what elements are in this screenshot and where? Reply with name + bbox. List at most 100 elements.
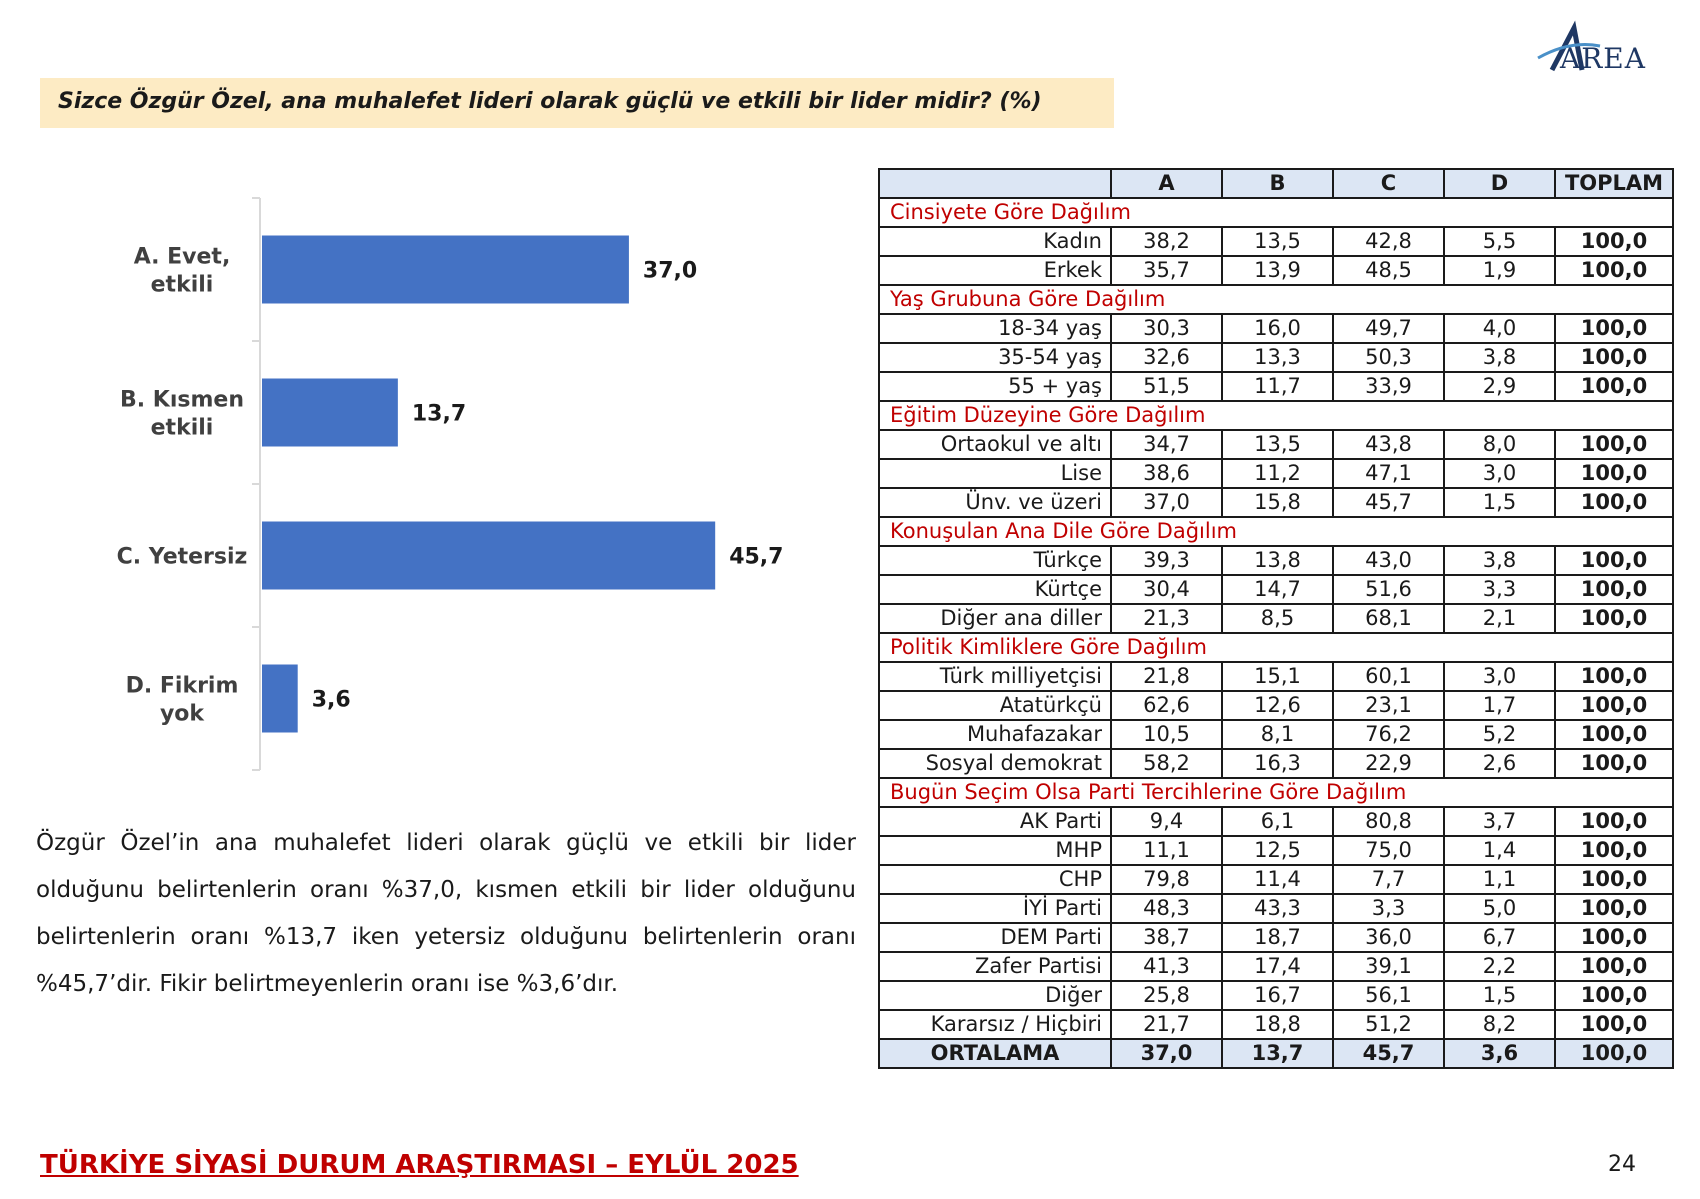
table-cell: 41,3 bbox=[1110, 951, 1223, 982]
row-label: Kadın bbox=[878, 226, 1112, 257]
bar bbox=[262, 664, 298, 733]
table-cell: 48,3 bbox=[1110, 893, 1223, 924]
table-cell: 3,3 bbox=[1443, 574, 1556, 605]
table-cell: 45,7 bbox=[1332, 487, 1445, 518]
table-row: Diğer 25,8 16,7 56,1 1,5 100,0 bbox=[878, 980, 1674, 1011]
table-cell: 11,7 bbox=[1221, 371, 1334, 402]
row-label: Türkçe bbox=[878, 545, 1112, 576]
table-cell: 3,3 bbox=[1332, 893, 1445, 924]
table-cell: 1,1 bbox=[1443, 864, 1556, 895]
table-cell: 18,8 bbox=[1221, 1009, 1334, 1040]
table-cell: 43,3 bbox=[1221, 893, 1334, 924]
table-row: Türk milliyetçisi 21,8 15,1 60,1 3,0 100,0 bbox=[878, 661, 1674, 692]
category-label: yok bbox=[160, 702, 205, 727]
table-cell: 9,4 bbox=[1110, 806, 1223, 837]
row-label: DEM Parti bbox=[878, 922, 1112, 953]
table-cell: 100,0 bbox=[1554, 603, 1674, 634]
table-row: CHP 79,8 11,4 7,7 1,1 100,0 bbox=[878, 864, 1674, 895]
table-cell: 100,0 bbox=[1554, 980, 1674, 1011]
table-cell: 34,7 bbox=[1110, 429, 1223, 460]
table-cell: 1,5 bbox=[1443, 980, 1556, 1011]
table-cell: 6,7 bbox=[1443, 922, 1556, 953]
bar-value-label: 3,6 bbox=[312, 688, 351, 713]
table-cell: 16,7 bbox=[1221, 980, 1334, 1011]
table-cell: 39,3 bbox=[1110, 545, 1223, 576]
table-row: 55 + yaş 51,5 11,7 33,9 2,9 100,0 bbox=[878, 371, 1674, 402]
table-cell: 5,5 bbox=[1443, 226, 1556, 257]
table-cell: 1,7 bbox=[1443, 690, 1556, 721]
table-cell: 23,1 bbox=[1332, 690, 1445, 721]
footer-title: TÜRKİYE SİYASİ DURUM ARAŞTIRMASI – EYLÜL… bbox=[40, 1150, 799, 1180]
table-cell: 58,2 bbox=[1110, 748, 1223, 779]
row-label: Muhafazakar bbox=[878, 719, 1112, 750]
bar bbox=[262, 521, 716, 590]
area-logo bbox=[1537, 20, 1601, 72]
table-cell: 80,8 bbox=[1332, 806, 1445, 837]
table-row: Ortaokul ve altı 34,7 13,5 43,8 8,0 100,0 bbox=[878, 429, 1674, 460]
table-cell: 3,7 bbox=[1443, 806, 1556, 837]
question-text: Sizce Özgür Özel, ana muhalefet lideri o… bbox=[58, 89, 1042, 114]
bar-value-label: 37,0 bbox=[643, 259, 697, 284]
table-cell: 16,3 bbox=[1221, 748, 1334, 779]
table-cell: 38,6 bbox=[1110, 458, 1223, 489]
table-cell: 8,5 bbox=[1221, 603, 1334, 634]
section-title: Cinsiyete Göre Dağılım bbox=[878, 197, 1674, 228]
category-label: B. Kısmen bbox=[120, 388, 244, 413]
bar-value-label: 45,7 bbox=[729, 545, 783, 570]
row-label: Diğer ana diller bbox=[878, 603, 1112, 634]
table-cell: 100,0 bbox=[1554, 951, 1674, 982]
table-cell: 100,0 bbox=[1554, 864, 1674, 895]
table-cell: 21,7 bbox=[1110, 1009, 1223, 1040]
category-label: C. Yetersiz bbox=[117, 545, 248, 570]
table-cell: 100,0 bbox=[1554, 893, 1674, 924]
row-label: Zafer Partisi bbox=[878, 951, 1112, 982]
table-cell: 100,0 bbox=[1554, 835, 1674, 866]
table-cell: 30,4 bbox=[1110, 574, 1223, 605]
row-label: Erkek bbox=[878, 255, 1112, 286]
logo-text: AREA bbox=[1560, 42, 1646, 75]
section-row: Bugün Seçim Olsa Parti Tercihlerine Göre… bbox=[878, 777, 1674, 808]
crosstab-table: A B C D TOPLAM Cinsiyete Göre Dağılım Kadın 38… bbox=[878, 168, 1674, 1069]
table-cell: 8,0 bbox=[1443, 429, 1556, 460]
section-row: Konuşulan Ana Dile Göre Dağılım bbox=[878, 516, 1674, 547]
category-label: A. Evet, bbox=[134, 245, 231, 270]
table-cell: 25,8 bbox=[1110, 980, 1223, 1011]
table-cell: 100,0 bbox=[1554, 313, 1674, 344]
table-cell: 100,0 bbox=[1554, 719, 1674, 750]
section-row: Cinsiyete Göre Dağılım bbox=[878, 197, 1674, 228]
row-label: Diğer bbox=[878, 980, 1112, 1011]
average-row: ORTALAMA 37,0 13,7 45,7 3,6 100,0 bbox=[878, 1038, 1674, 1069]
category-label: D. Fikrim bbox=[126, 674, 239, 699]
table-cell: 13,3 bbox=[1221, 342, 1334, 373]
table-cell: 21,3 bbox=[1110, 603, 1223, 634]
table-row: Türkçe 39,3 13,8 43,0 3,8 100,0 bbox=[878, 545, 1674, 576]
table-cell: 2,9 bbox=[1443, 371, 1556, 402]
section-title: Eğitim Düzeyine Göre Dağılım bbox=[878, 400, 1674, 431]
row-label: Kararsız / Hiçbiri bbox=[878, 1009, 1112, 1040]
table-cell: 12,6 bbox=[1221, 690, 1334, 721]
table-cell: 3,0 bbox=[1443, 458, 1556, 489]
section-title: Konuşulan Ana Dile Göre Dağılım bbox=[878, 516, 1674, 547]
table-cell: 76,2 bbox=[1332, 719, 1445, 750]
table-cell: 32,6 bbox=[1110, 342, 1223, 373]
table-cell: 100,0 bbox=[1554, 661, 1674, 692]
row-label: Türk milliyetçisi bbox=[878, 661, 1112, 692]
table-cell: 11,2 bbox=[1221, 458, 1334, 489]
table-cell: 7,7 bbox=[1332, 864, 1445, 895]
table-row: 35-54 yaş 32,6 13,3 50,3 3,8 100,0 bbox=[878, 342, 1674, 373]
table-cell: 60,1 bbox=[1332, 661, 1445, 692]
table-row: Kararsız / Hiçbiri 21,7 18,8 51,2 8,2 100,0 bbox=[878, 1009, 1674, 1040]
table-cell: 2,2 bbox=[1443, 951, 1556, 982]
table-cell: 15,8 bbox=[1221, 487, 1334, 518]
table-row: AK Parti 9,4 6,1 80,8 3,7 100,0 bbox=[878, 806, 1674, 837]
average-cell: 100,0 bbox=[1554, 1038, 1674, 1069]
table-cell: 51,5 bbox=[1110, 371, 1223, 402]
table-cell: 100,0 bbox=[1554, 226, 1674, 257]
average-cell: 37,0 bbox=[1110, 1038, 1223, 1069]
table-cell: 56,1 bbox=[1332, 980, 1445, 1011]
table-cell: 13,5 bbox=[1221, 429, 1334, 460]
table-cell: 100,0 bbox=[1554, 371, 1674, 402]
table-header-cell: TOPLAM bbox=[1554, 168, 1674, 199]
row-label: 18-34 yaş bbox=[878, 313, 1112, 344]
table-cell: 13,8 bbox=[1221, 545, 1334, 576]
